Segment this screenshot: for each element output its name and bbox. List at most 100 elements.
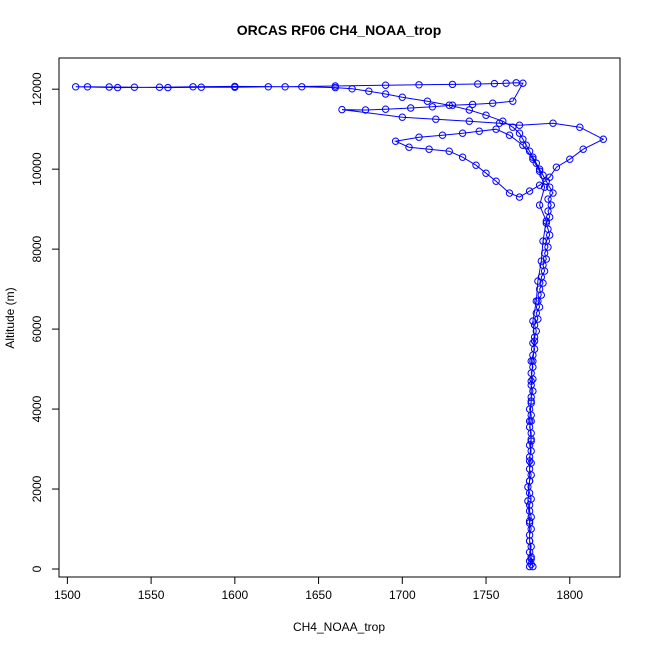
data-point: [438, 131, 447, 139]
data-point: [425, 145, 433, 153]
data-point: [264, 83, 272, 91]
data-point: [535, 167, 544, 175]
data-point: [130, 83, 139, 91]
data-point: [474, 80, 482, 88]
data-point: [546, 173, 554, 181]
data-point: [544, 195, 552, 203]
data-point: [505, 131, 514, 139]
chart-title: ORCAS RF06 CH4_NOAA_trop: [237, 22, 442, 38]
x-tick-label: 1600: [221, 588, 248, 602]
data-point: [505, 189, 514, 197]
data-point: [331, 82, 339, 90]
data-point: [83, 83, 92, 91]
data-point: [537, 257, 545, 265]
data-point: [525, 557, 534, 565]
data-point: [348, 85, 356, 93]
data-point: [415, 81, 423, 89]
data-point: [415, 133, 423, 141]
data-point: [525, 517, 534, 525]
data-point: [576, 123, 584, 131]
data-point: [532, 309, 540, 317]
data-point: [495, 119, 504, 127]
data-point: [525, 537, 534, 545]
data-point: [540, 249, 549, 257]
plot-frame: [58, 57, 621, 578]
data-point: [391, 137, 400, 145]
data-point: [535, 165, 544, 173]
data-point: [527, 377, 535, 385]
y-tick-label: 10000: [30, 152, 44, 186]
x-axis-label: CH4_NOAA_trop: [293, 620, 385, 634]
data-point: [381, 105, 390, 113]
data-point: [530, 321, 539, 329]
data-point: [529, 562, 537, 571]
data-point: [540, 183, 549, 191]
data-point: [197, 83, 206, 91]
x-tick-label: 1500: [54, 588, 81, 602]
data-point: [529, 317, 537, 325]
data-point: [492, 125, 500, 133]
data-point: [544, 207, 552, 215]
data-point: [515, 129, 524, 137]
data-point: [445, 101, 453, 109]
data-point: [546, 183, 554, 191]
data-point: [465, 106, 473, 114]
x-tick-label: 1800: [556, 588, 583, 602]
data-point: [515, 121, 524, 129]
data-point: [527, 553, 535, 561]
data-point: [298, 83, 306, 91]
data-point: [398, 113, 406, 121]
data-point: [525, 477, 534, 485]
data-point: [535, 181, 544, 189]
data-point: [502, 79, 510, 87]
data-point: [522, 141, 530, 149]
data-point: [113, 83, 122, 92]
data-point: [525, 457, 534, 465]
data-point: [542, 237, 550, 245]
data-point: [532, 297, 540, 305]
y-tick-label: 0: [30, 565, 44, 572]
data-point: [524, 497, 532, 505]
series-points: [72, 79, 607, 571]
data-point: [475, 127, 483, 135]
x-tick-label: 1700: [389, 588, 416, 602]
data-point: [72, 83, 80, 91]
data-point: [566, 155, 574, 163]
data-point: [428, 103, 437, 111]
data-point: [458, 129, 467, 137]
data-point: [361, 106, 370, 114]
data-point: [398, 93, 406, 101]
data-point: [468, 100, 477, 109]
y-tick-label: 8000: [30, 235, 44, 262]
data-point: [549, 119, 557, 127]
data-point: [482, 169, 490, 177]
data-point: [164, 83, 172, 92]
data-point: [381, 81, 390, 89]
data-point: [465, 117, 473, 125]
data-point: [490, 79, 499, 88]
data-point: [530, 337, 539, 345]
data-point: [407, 104, 415, 112]
data-point: [535, 201, 544, 209]
y-tick-label: 12000: [30, 72, 44, 106]
data-point: [527, 555, 535, 563]
data-point: [489, 99, 497, 107]
data-point: [445, 147, 453, 155]
data-point: [155, 83, 164, 91]
data-point: [542, 219, 550, 227]
data-point: [492, 177, 500, 185]
data-point: [105, 83, 113, 91]
data-point: [448, 101, 457, 109]
data-point: [423, 97, 432, 105]
data-point: [549, 189, 557, 197]
data-point: [338, 105, 346, 114]
data-point: [599, 135, 607, 143]
data-point: [405, 143, 413, 151]
data-point: [527, 437, 535, 445]
data-point: [525, 147, 534, 155]
y-axis-label: Altitude (m): [3, 287, 17, 348]
data-point: [482, 111, 490, 119]
